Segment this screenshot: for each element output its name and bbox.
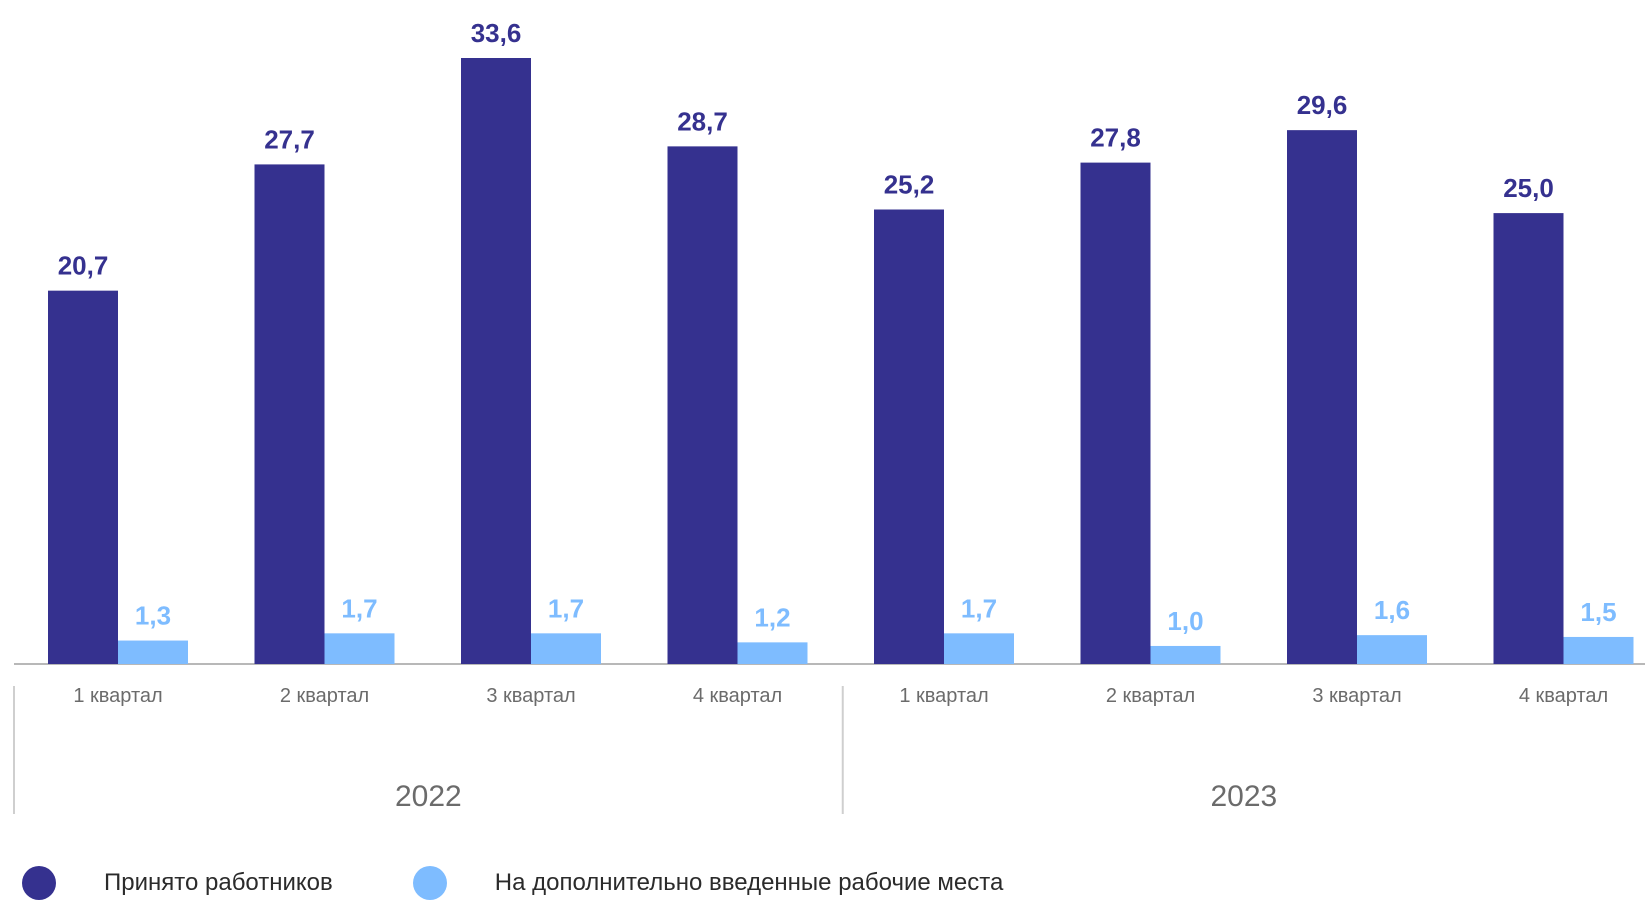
bar-hired bbox=[254, 164, 325, 665]
legend-item-new-jobs: На дополнительно введенные рабочие места bbox=[412, 866, 1004, 900]
x-tick-label: 3 квартал bbox=[1312, 685, 1401, 707]
legend-label-new-jobs: На дополнительно введенные рабочие места bbox=[494, 869, 1004, 896]
value-label-hired: 28,7 bbox=[677, 106, 728, 136]
legend-item-hired: Принято работников bbox=[22, 866, 333, 900]
value-label-new-jobs: 1,2 bbox=[754, 602, 790, 632]
x-tick-label: 2 квартал bbox=[1106, 685, 1195, 707]
bar-new-jobs bbox=[1563, 636, 1634, 664]
legend-swatch-new-jobs bbox=[412, 866, 447, 900]
value-label-new-jobs: 1,7 bbox=[548, 593, 584, 623]
bar-new-jobs bbox=[737, 642, 808, 664]
value-label-hired: 29,6 bbox=[1297, 90, 1348, 120]
x-tick-label: 1 квартал bbox=[73, 685, 162, 707]
value-label-hired: 25,0 bbox=[1503, 173, 1554, 203]
value-label-hired: 27,7 bbox=[264, 124, 315, 154]
bar-new-jobs bbox=[1150, 645, 1221, 664]
bar-hired bbox=[667, 146, 738, 664]
x-tick-label: 4 квартал bbox=[1519, 685, 1608, 707]
bar-new-jobs bbox=[324, 633, 395, 664]
bar-hired bbox=[1080, 162, 1151, 664]
value-label-hired: 25,2 bbox=[884, 170, 935, 200]
bar-new-jobs bbox=[1357, 635, 1427, 664]
bar-new-jobs bbox=[118, 640, 188, 664]
legend: Принято работников На дополнительно введ… bbox=[22, 866, 1043, 900]
value-label-hired: 20,7 bbox=[58, 251, 109, 281]
value-label-new-jobs: 1,7 bbox=[961, 593, 997, 623]
x-tick-label: 4 квартал bbox=[693, 685, 782, 707]
value-label-new-jobs: 1,0 bbox=[1167, 606, 1203, 636]
bar-hired bbox=[874, 209, 944, 664]
bar-new-jobs bbox=[944, 633, 1014, 664]
bar-hired bbox=[1493, 213, 1564, 664]
x-tick-label: 3 квартал bbox=[486, 685, 575, 707]
bar-new-jobs bbox=[531, 633, 601, 664]
value-label-new-jobs: 1,6 bbox=[1374, 595, 1410, 625]
x-tick-label: 2 квартал bbox=[280, 685, 369, 707]
x-group-label: 2023 bbox=[1211, 780, 1278, 813]
legend-swatch-hired bbox=[22, 866, 56, 900]
x-tick-label: 1 квартал bbox=[899, 685, 988, 707]
bar-hired bbox=[1287, 130, 1357, 665]
bar-hired bbox=[461, 58, 531, 664]
value-label-new-jobs: 1,3 bbox=[135, 601, 171, 631]
bar-hired bbox=[48, 290, 118, 664]
x-group-label: 2022 bbox=[395, 780, 462, 813]
value-label-new-jobs: 1,5 bbox=[1580, 597, 1616, 627]
legend-label-hired: Принято работников bbox=[104, 869, 333, 896]
value-label-new-jobs: 1,7 bbox=[341, 593, 377, 623]
value-label-hired: 33,6 bbox=[471, 18, 522, 48]
value-label-hired: 27,8 bbox=[1090, 123, 1141, 153]
